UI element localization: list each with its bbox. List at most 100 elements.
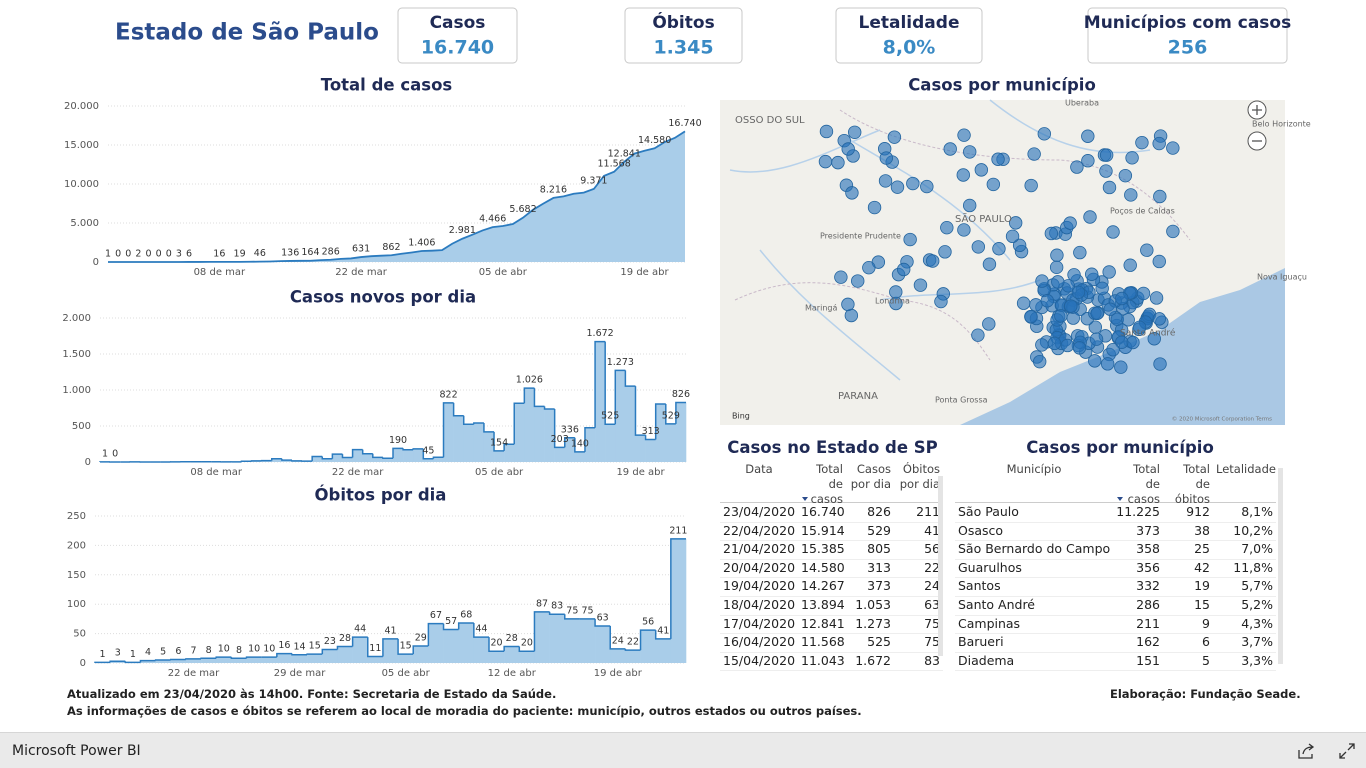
map-bubble <box>913 278 928 292</box>
step-bar <box>564 437 576 462</box>
table-cell: Santos <box>958 578 1001 594</box>
step-edge <box>452 402 464 417</box>
table-cell: 11.568 <box>801 634 845 650</box>
table-cell: 162 <box>1136 634 1160 650</box>
table-cell: 16/04/2020 <box>723 634 796 650</box>
x-tick-label: 22 de mar <box>332 467 384 478</box>
step-edge <box>624 370 636 387</box>
step-edge <box>503 645 520 652</box>
data-label: 45 <box>422 445 434 456</box>
table-cell: 525 <box>867 634 891 650</box>
data-label: 67 <box>430 610 442 621</box>
table-cell: 373 <box>867 578 891 594</box>
map-bubble <box>982 317 996 331</box>
data-label: 164 <box>301 247 319 258</box>
map-bubble <box>963 145 977 159</box>
step-bar <box>625 650 641 663</box>
map-bubble <box>986 177 1001 192</box>
step-edge <box>513 402 525 445</box>
data-label: 14 <box>294 641 306 652</box>
data-label: 525 <box>601 411 619 422</box>
step-bar <box>201 658 217 663</box>
step-bar <box>413 645 429 663</box>
table-row: Campinas 211 9 4,3% <box>955 615 1276 635</box>
table-cell: 56 <box>924 541 940 557</box>
chart-title: Casos novos por dia <box>290 288 476 307</box>
y-tick-label: 100 <box>67 599 86 610</box>
column-header: Total de casos <box>810 462 843 506</box>
map-bubble <box>889 285 903 299</box>
map-bubble <box>867 200 882 215</box>
step-bar <box>443 629 459 663</box>
table-cell: Barueri <box>958 634 1004 650</box>
table-row: São Bernardo do Campo 358 25 7,0% <box>955 540 1276 560</box>
data-label: 6 <box>186 248 192 259</box>
data-label: 44 <box>475 624 487 635</box>
data-label: 1 <box>130 649 136 660</box>
map-bubble <box>1008 216 1023 230</box>
step-bar <box>271 458 283 462</box>
step-edge <box>654 630 671 640</box>
table-cell: 75 <box>924 615 940 631</box>
step-edge <box>311 455 323 462</box>
data-label: 8 <box>236 645 242 656</box>
map-bubble <box>844 308 859 323</box>
data-label: 14.580 <box>638 135 671 146</box>
data-label: 1 <box>100 649 106 660</box>
step-bar <box>519 651 535 663</box>
step-bar <box>155 660 172 663</box>
map-bubble <box>1012 238 1027 253</box>
step-edge <box>432 456 444 459</box>
map-label: Santo André <box>1120 328 1176 339</box>
map-bubble <box>1035 274 1049 288</box>
map-bubble <box>1024 178 1038 193</box>
table-cell: 11.043 <box>801 652 845 668</box>
table-row: 19/04/2020 14.267 373 24 <box>720 577 943 597</box>
map-bubble <box>1152 136 1166 151</box>
step-bar <box>675 402 687 462</box>
kpi-card <box>1087 7 1288 64</box>
data-label: 20 <box>491 638 503 649</box>
step-edge <box>675 401 686 424</box>
step-edge <box>351 636 368 647</box>
table-row: 22/04/2020 15.914 529 41 <box>720 522 943 542</box>
map-bubble <box>974 163 989 177</box>
data-label: 4.466 <box>479 214 506 225</box>
step-edge <box>402 448 414 451</box>
step-edge <box>372 453 383 459</box>
map-bubble <box>1136 286 1151 301</box>
map-bubble <box>1106 225 1120 239</box>
map-bubble <box>920 179 934 194</box>
table-cell: 332 <box>1136 578 1160 594</box>
step-edge <box>361 449 373 455</box>
step-bar <box>655 638 672 663</box>
kpi-label: Óbitos <box>652 11 714 33</box>
share-button[interactable] <box>1296 741 1316 761</box>
step-bar <box>246 657 262 663</box>
map-label: Nova Iguaçu <box>1257 273 1307 282</box>
map-bubble <box>1121 313 1135 327</box>
map-bubble <box>1118 168 1133 183</box>
table-cell: 63 <box>924 597 940 612</box>
step-bar <box>372 457 384 462</box>
step-bar <box>534 611 550 663</box>
step-bar <box>332 454 343 462</box>
step-edge <box>422 448 434 460</box>
map-bubble <box>1049 260 1064 275</box>
scrollbar <box>938 476 943 656</box>
table-cell: 3,7% <box>1241 634 1273 650</box>
table-row: São Paulo 11.225 912 8,1% <box>955 503 1276 523</box>
table-cell: Santo André <box>958 597 1036 612</box>
sort-indicator <box>802 497 808 501</box>
map-bubble <box>1124 188 1138 202</box>
column-header: Total de casos <box>1127 462 1160 506</box>
chart-title: Óbitos por dia <box>315 486 447 505</box>
map-bubble <box>991 152 1005 166</box>
fullscreen-button[interactable] <box>1337 741 1357 761</box>
table-row: 23/04/2020 16.740 826 211 <box>720 503 943 523</box>
table-cell: 10,2% <box>1233 522 1273 538</box>
map-bubble <box>1166 224 1180 239</box>
map-label: Londrina <box>875 297 910 306</box>
map-label: Uberaba <box>1065 99 1099 108</box>
table-row: Santo André 286 15 5,2% <box>955 596 1276 616</box>
